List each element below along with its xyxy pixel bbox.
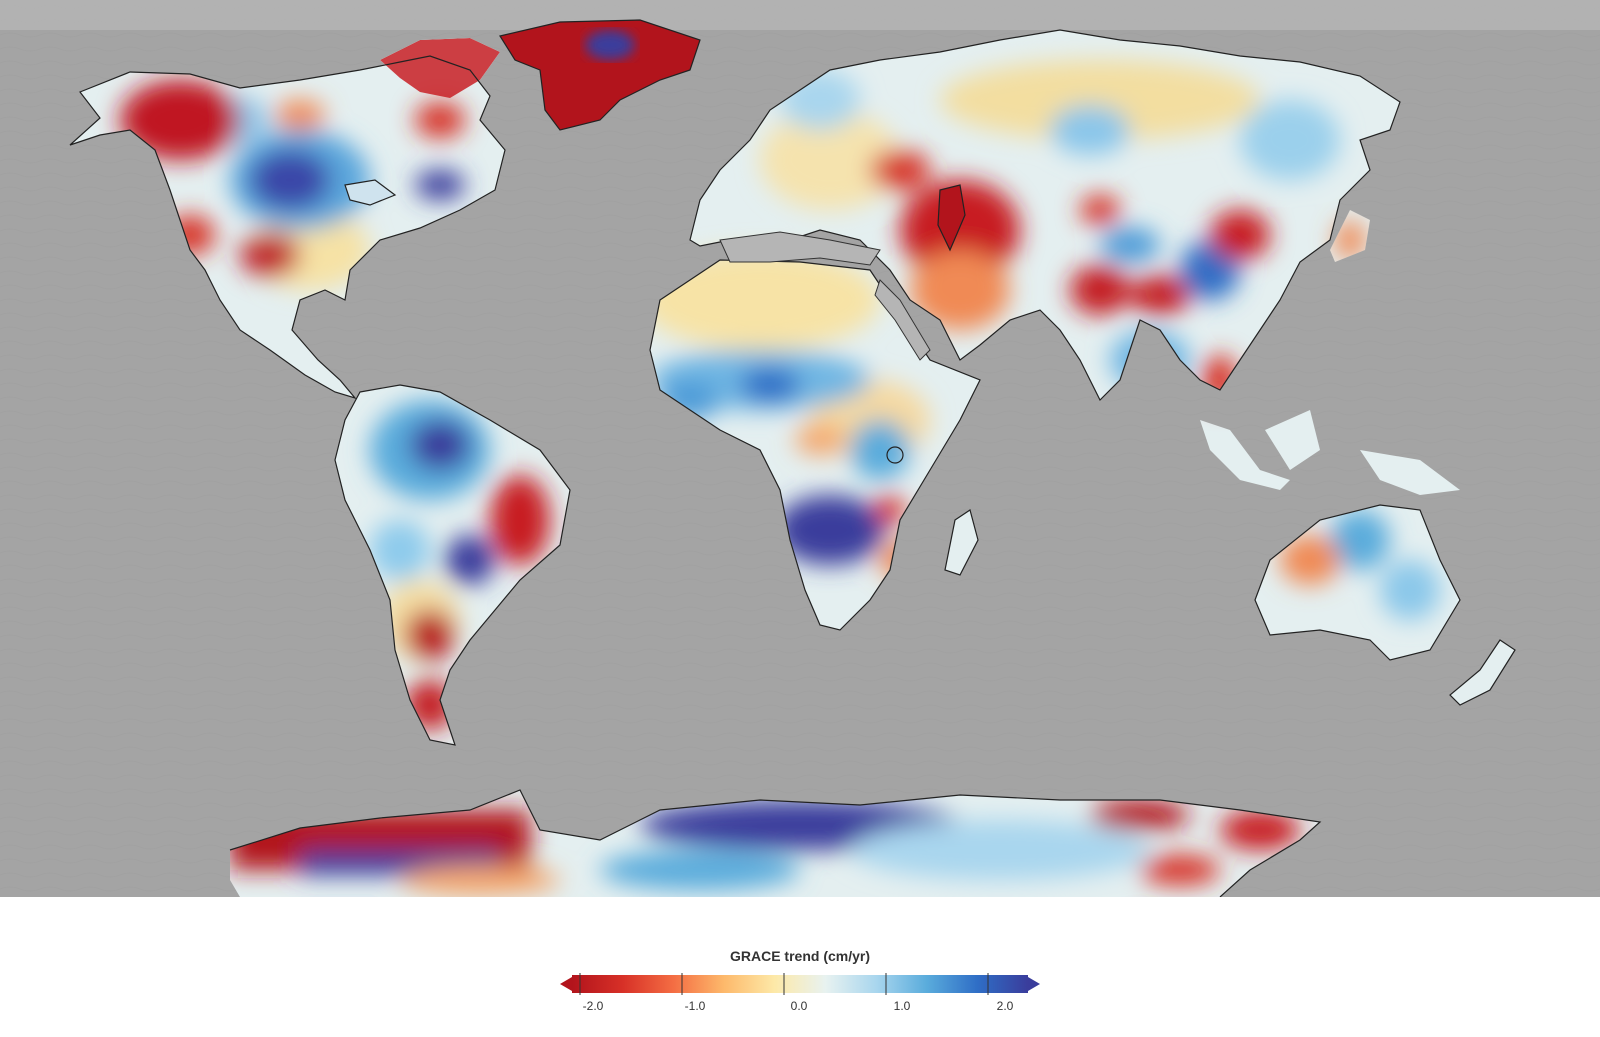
tick-label-zero: 0.0 bbox=[790, 999, 808, 1013]
world-map bbox=[0, 0, 1600, 897]
red-sea bbox=[874, 279, 931, 361]
mediterranean-sea bbox=[719, 231, 881, 266]
map-panel bbox=[0, 0, 1600, 897]
coastline-outlines bbox=[69, 19, 1516, 897]
tick-label-pos2: 2.0 bbox=[996, 999, 1014, 1013]
legend-panel: GRACE trend (cm/yr) -2.0 -1.0 0.0 1.0 2.… bbox=[0, 897, 1600, 1037]
colorbar-tick-marks bbox=[579, 973, 989, 995]
colorbar-gradient bbox=[572, 975, 1028, 993]
colorbar-high-extend-arrow bbox=[1028, 977, 1040, 991]
tick-label-neg1: -1.0 bbox=[684, 999, 706, 1013]
colorbar bbox=[560, 973, 1040, 995]
colorbar-low-extend-arrow bbox=[560, 977, 572, 991]
arctic-sea-shading bbox=[0, 0, 1600, 30]
legend-title: GRACE trend (cm/yr) bbox=[729, 948, 871, 964]
tick-label-neg2: -2.0 bbox=[582, 999, 604, 1013]
tick-label-pos1: 1.0 bbox=[893, 999, 911, 1013]
